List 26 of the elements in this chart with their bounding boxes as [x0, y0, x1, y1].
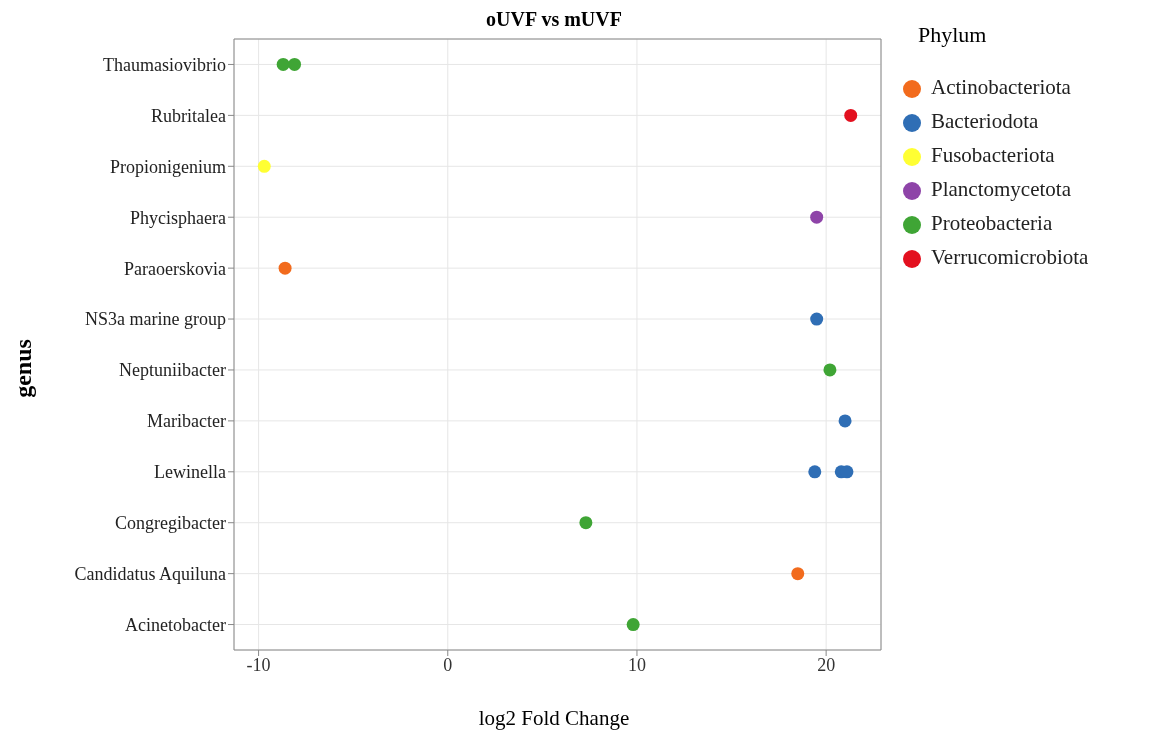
legend-label: Verrucomicrobiota	[931, 245, 1089, 269]
y-tick-label: Paraoerskovia	[124, 258, 226, 279]
y-axis-title: genus	[9, 338, 37, 398]
y-tick-label: Propionigenium	[110, 156, 226, 177]
legend-title: Phylum	[918, 22, 987, 48]
y-tick-label: Congregibacter	[115, 513, 227, 534]
y-tick-label: Rubritalea	[151, 105, 226, 126]
y-tick-label: Phycisphaera	[130, 207, 227, 228]
y-tick-label: Maribacter	[147, 411, 226, 432]
legend-label: Proteobacteria	[931, 211, 1053, 235]
x-tick-label: 10	[627, 654, 646, 675]
legend-label: Fusobacteriota	[931, 143, 1055, 167]
legend-label: Bacteriodota	[931, 109, 1039, 133]
chart-title: oUVF vs mUVF	[485, 8, 623, 31]
y-tick-label: NS3a marine group	[85, 309, 226, 330]
y-tick-label: Thaumasiovibrio	[103, 54, 226, 75]
x-tick-label: -10	[246, 654, 271, 675]
x-tick-label: 20	[817, 654, 836, 675]
legend-label: Planctomycetota	[931, 177, 1071, 201]
y-tick-label: Lewinella	[154, 462, 227, 483]
legend-label: Actinobacteriota	[931, 75, 1071, 99]
x-tick-label: 0	[443, 654, 453, 675]
y-tick-label: Candidatus Aquiluna	[74, 564, 226, 585]
y-tick-label: Neptuniibacter	[119, 360, 226, 381]
x-axis-title: log2 Fold Change	[477, 706, 631, 731]
y-tick-label: Acinetobacter	[125, 614, 226, 635]
